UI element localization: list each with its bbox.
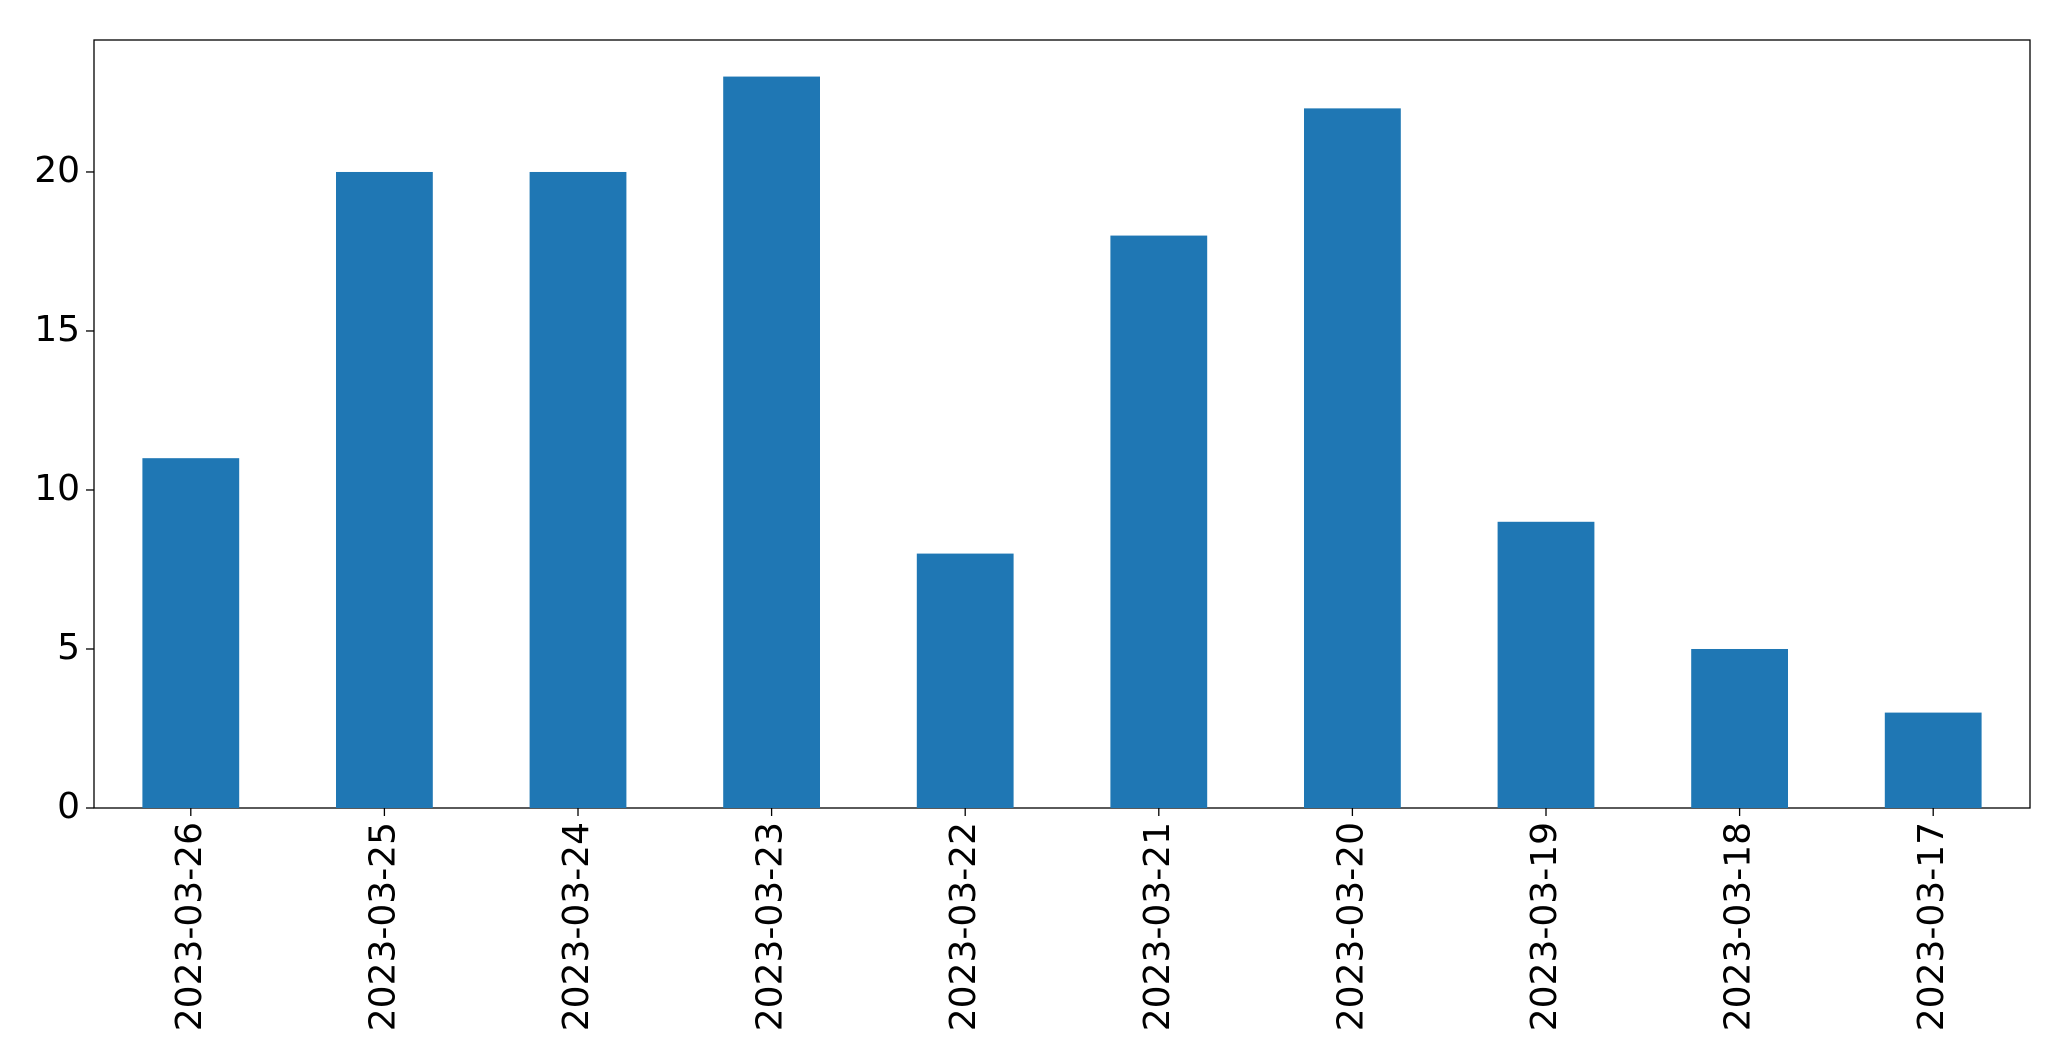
x-tick-label: 2023-03-20 <box>1330 822 1371 1031</box>
x-tick-label: 2023-03-26 <box>169 822 210 1031</box>
y-tick-label: 15 <box>34 309 80 350</box>
bar <box>529 171 627 808</box>
bar <box>1497 521 1595 808</box>
x-tick-label: 2023-03-18 <box>1718 822 1759 1031</box>
x-tick-label: 2023-03-17 <box>1911 822 1952 1031</box>
x-tick-label: 2023-03-19 <box>1524 822 1565 1031</box>
bar <box>1691 648 1788 808</box>
x-tick-label: 2023-03-23 <box>750 822 791 1031</box>
bar <box>1304 108 1401 808</box>
y-tick-label: 5 <box>57 627 80 668</box>
bar <box>142 458 240 808</box>
x-tick-label: 2023-03-24 <box>556 822 597 1031</box>
y-tick-label: 0 <box>57 786 80 827</box>
bar <box>723 76 820 809</box>
x-tick-label: 2023-03-22 <box>943 822 984 1031</box>
bar <box>336 171 433 808</box>
x-tick-label: 2023-03-21 <box>1137 822 1178 1031</box>
y-tick-label: 10 <box>34 468 80 509</box>
bar <box>916 553 1014 808</box>
y-tick-label: 20 <box>34 150 80 191</box>
bar <box>1110 235 1208 808</box>
x-tick-label: 2023-03-25 <box>362 822 403 1031</box>
bar <box>1884 712 1982 808</box>
plot-frame <box>93 39 2031 809</box>
